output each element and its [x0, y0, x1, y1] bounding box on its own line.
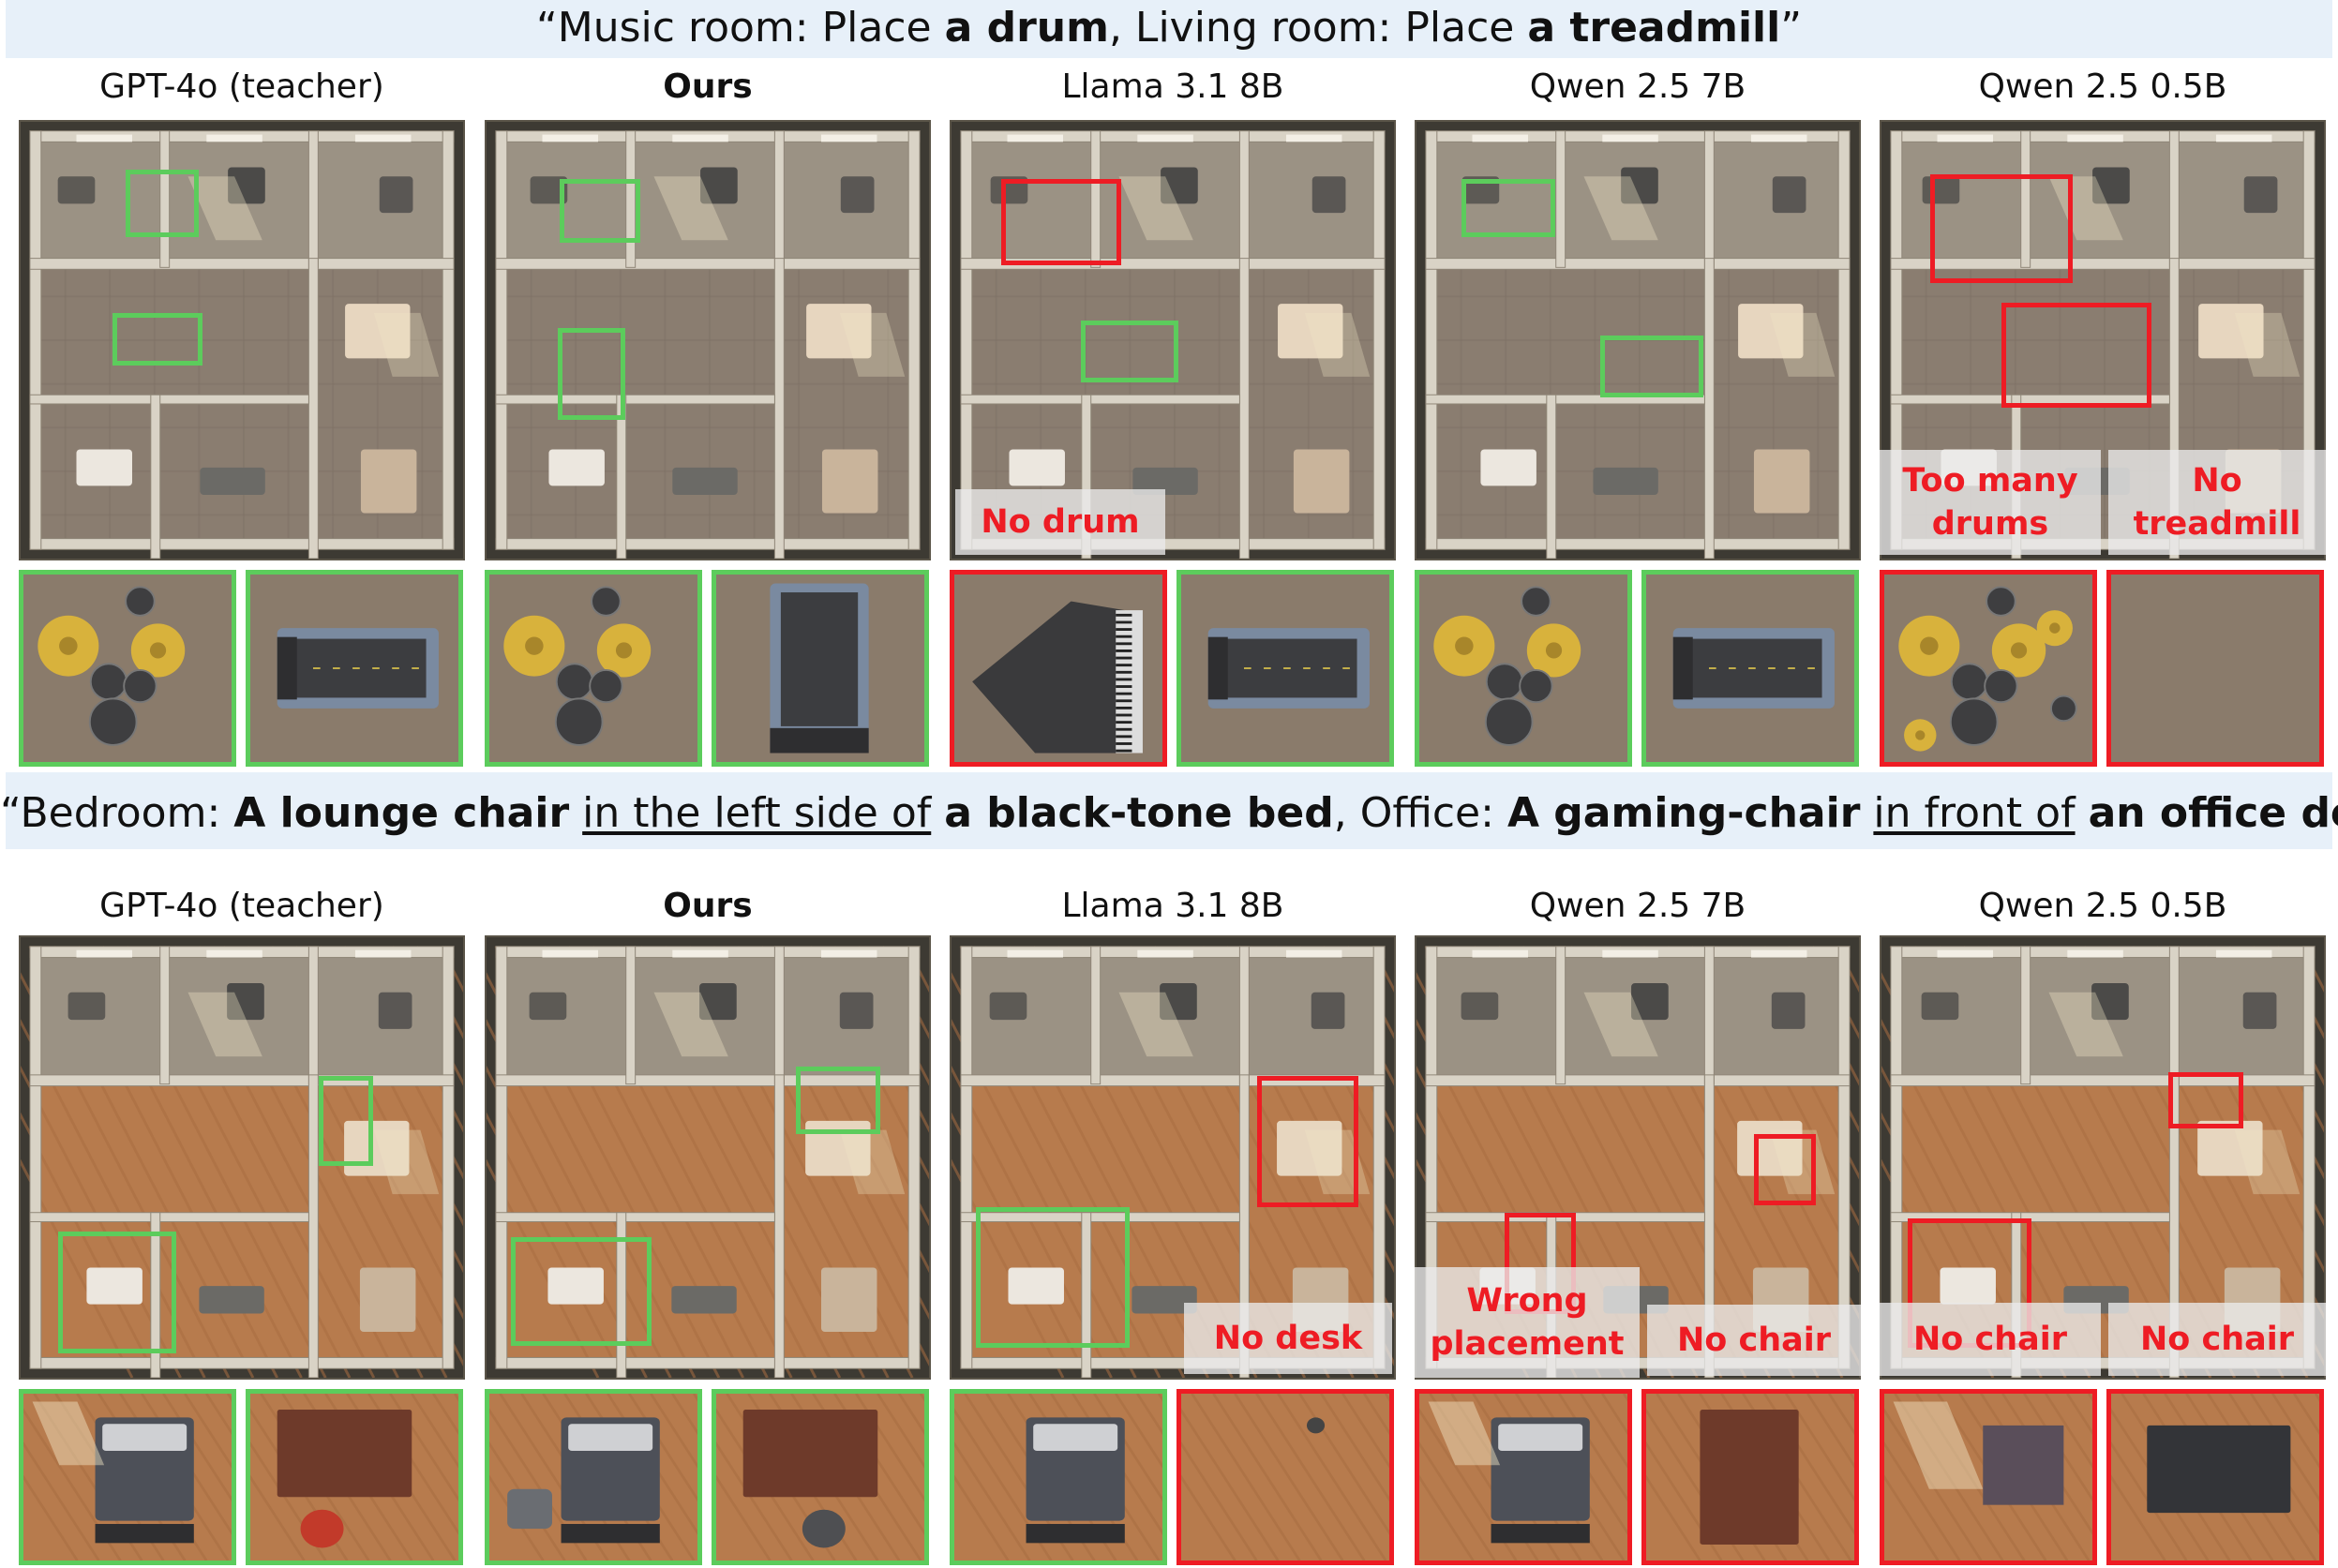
- zoomed-crop: [712, 1389, 929, 1565]
- floor-plan-render: [485, 120, 931, 560]
- highlight-box: [1600, 336, 1703, 397]
- zoomed-crop: [485, 1389, 702, 1565]
- zoomed-crop: [712, 570, 929, 767]
- column-label: Llama 3.1 8B: [1061, 887, 1284, 925]
- failure-caption: No desk: [1184, 1303, 1392, 1374]
- prompt-band-2: [6, 772, 2332, 849]
- zoomed-crop: [246, 570, 463, 767]
- zoomed-crop: [1880, 570, 2097, 767]
- zoomed-crop: [1176, 1389, 1394, 1565]
- failure-caption: No chair: [1647, 1305, 1861, 1376]
- zoomed-crop: [1641, 1389, 1859, 1565]
- highlight-box: [58, 1232, 176, 1353]
- floor-plan-render: [485, 935, 931, 1380]
- highlight-box: [126, 170, 199, 237]
- highlight-box: [2168, 1072, 2243, 1128]
- highlight-box: [1001, 179, 1121, 265]
- floor-plan-render: [1880, 935, 2326, 1380]
- failure-caption: No chair: [1880, 1303, 2101, 1376]
- highlight-box: [976, 1207, 1130, 1348]
- highlight-box: [2001, 303, 2151, 408]
- column-label: GPT-4o (teacher): [99, 67, 384, 106]
- highlight-box: [558, 328, 625, 420]
- zoomed-crop: [2106, 570, 2324, 767]
- highlight-box: [1754, 1134, 1816, 1205]
- highlight-box: [1081, 321, 1178, 382]
- zoomed-crop: [1880, 1389, 2097, 1565]
- zoomed-crop: [950, 1389, 1167, 1565]
- zoomed-crop: [19, 570, 236, 767]
- failure-caption: Wrong placement: [1415, 1267, 1640, 1378]
- column-label: Ours: [663, 887, 753, 925]
- column-label: GPT-4o (teacher): [99, 887, 384, 925]
- zoomed-crop: [246, 1389, 463, 1565]
- column-label: Qwen 2.5 0.5B: [1978, 887, 2227, 925]
- zoomed-crop: [950, 570, 1167, 767]
- highlight-box: [511, 1237, 652, 1346]
- floor-plan-render: [19, 935, 465, 1380]
- zoomed-crop: [1641, 570, 1859, 767]
- zoomed-crop: [2106, 1389, 2324, 1565]
- zoomed-crop: [1176, 570, 1394, 767]
- failure-caption: No chair: [2108, 1303, 2326, 1376]
- zoomed-crop: [19, 1389, 236, 1565]
- highlight-box: [1461, 179, 1555, 237]
- prompt-row-2: “Bedroom: A lounge chair in the left sid…: [0, 789, 2338, 837]
- floor-plan-render: [950, 935, 1396, 1380]
- highlight-box: [560, 179, 640, 243]
- zoomed-crop: [485, 570, 702, 767]
- highlight-box: [112, 313, 202, 366]
- highlight-box: [796, 1067, 880, 1134]
- column-label: Qwen 2.5 7B: [1529, 67, 1746, 106]
- column-label: Ours: [663, 67, 753, 106]
- highlight-box: [319, 1076, 373, 1166]
- highlight-box: [1257, 1076, 1358, 1207]
- prompt-band-1: [6, 0, 2332, 58]
- prompt-row-1: “Music room: Place a drum, Living room: …: [535, 4, 1803, 52]
- column-label: Qwen 2.5 0.5B: [1978, 67, 2227, 106]
- floor-plan-render: [19, 120, 465, 560]
- column-label: Llama 3.1 8B: [1061, 67, 1284, 106]
- column-label: Qwen 2.5 7B: [1529, 887, 1746, 925]
- failure-caption: No drum: [955, 489, 1165, 555]
- highlight-box: [1930, 174, 2073, 283]
- floor-plan-render: [950, 120, 1396, 560]
- floor-plan-render: [1415, 120, 1861, 560]
- zoomed-crop: [1415, 1389, 1632, 1565]
- failure-caption: Too many drums: [1880, 450, 2101, 555]
- zoomed-crop: [1415, 570, 1632, 767]
- failure-caption: No treadmill: [2108, 450, 2326, 555]
